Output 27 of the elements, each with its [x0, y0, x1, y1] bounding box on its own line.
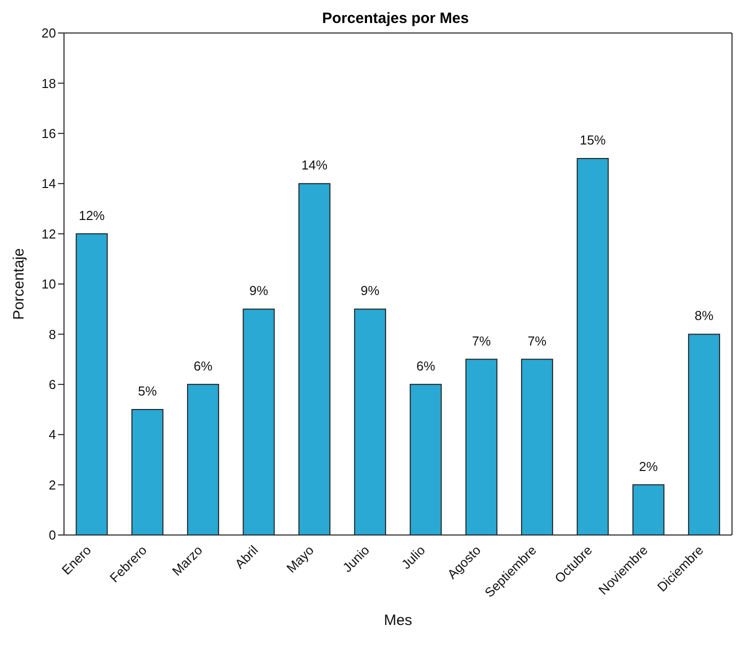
y-tick-label: 20: [42, 26, 56, 41]
data-label: 5%: [138, 384, 158, 398]
y-tick-label: 4: [48, 427, 56, 442]
data-label: 6%: [194, 358, 213, 374]
y-tick-label: 8: [48, 326, 56, 342]
x-axis-title: Mes: [384, 612, 412, 629]
y-tick-label: 2: [48, 477, 56, 492]
x-tick-label: Julio: [398, 542, 428, 572]
y-tick-label: 16: [42, 126, 56, 142]
y-tick-label: 18: [42, 76, 56, 91]
data-label: 9%: [249, 283, 269, 298]
y-tick-label: 10: [42, 276, 56, 292]
data-label: 7%: [472, 333, 492, 348]
data-label: 6%: [416, 358, 436, 374]
data-label: 2%: [639, 458, 658, 474]
data-label: 14%: [301, 158, 328, 173]
data-label: 7%: [528, 333, 547, 348]
y-axis-title: Porcentaje: [10, 248, 28, 320]
y-tick-label: 14: [42, 176, 56, 192]
data-label: 15%: [580, 132, 606, 148]
chart-title: Porcentajes por Mes: [321, 10, 470, 27]
y-tick-label: 0: [48, 528, 56, 543]
data-label: 8%: [694, 308, 714, 324]
y-tick-label: 6: [48, 377, 56, 392]
y-tick-label: 12: [42, 226, 56, 242]
data-label: 12%: [78, 208, 106, 223]
data-label: 9%: [360, 283, 380, 298]
